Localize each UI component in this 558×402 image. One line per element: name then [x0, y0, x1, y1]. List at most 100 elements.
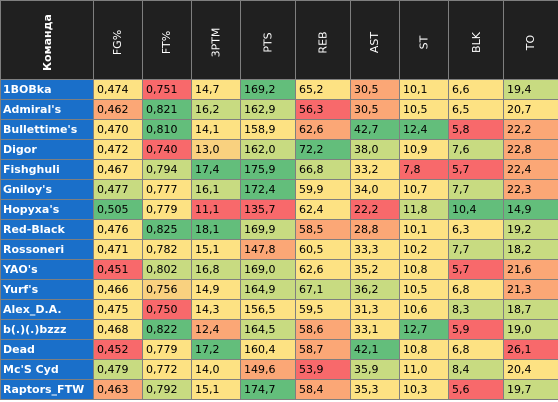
team-cell[interactable]: Digor	[0, 139, 94, 160]
value-cell[interactable]: 0,452	[93, 339, 143, 360]
value-cell[interactable]: 7,7	[448, 179, 504, 200]
value-cell[interactable]: 31,3	[350, 299, 400, 320]
value-cell[interactable]: 5,7	[448, 159, 504, 180]
value-cell[interactable]: 10,4	[448, 199, 504, 220]
value-cell[interactable]: 35,2	[350, 259, 400, 280]
value-cell[interactable]: 56,3	[295, 99, 351, 120]
value-cell[interactable]: 53,9	[295, 359, 351, 380]
value-cell[interactable]: 20,4	[503, 359, 558, 380]
value-cell[interactable]: 10,7	[399, 179, 449, 200]
value-cell[interactable]: 30,5	[350, 79, 400, 100]
value-cell[interactable]: 33,1	[350, 319, 400, 340]
value-cell[interactable]: 0,772	[142, 359, 192, 380]
header-fg[interactable]: FG%	[93, 0, 143, 80]
value-cell[interactable]: 0,777	[142, 179, 192, 200]
value-cell[interactable]: 0,802	[142, 259, 192, 280]
header-ft[interactable]: FT%	[142, 0, 192, 80]
value-cell[interactable]: 67,1	[295, 279, 351, 300]
header-to[interactable]: TO	[503, 0, 558, 80]
team-cell[interactable]: Dead	[0, 339, 94, 360]
value-cell[interactable]: 7,7	[448, 239, 504, 260]
value-cell[interactable]: 169,9	[240, 219, 296, 240]
value-cell[interactable]: 0,470	[93, 119, 143, 140]
value-cell[interactable]: 62,4	[295, 199, 351, 220]
value-cell[interactable]: 0,468	[93, 319, 143, 340]
value-cell[interactable]: 0,750	[142, 299, 192, 320]
value-cell[interactable]: 16,8	[191, 259, 241, 280]
value-cell[interactable]: 35,3	[350, 379, 400, 400]
value-cell[interactable]: 58,5	[295, 219, 351, 240]
value-cell[interactable]: 12,4	[191, 319, 241, 340]
value-cell[interactable]: 28,8	[350, 219, 400, 240]
value-cell[interactable]: 12,4	[399, 119, 449, 140]
value-cell[interactable]: 17,4	[191, 159, 241, 180]
value-cell[interactable]: 0,467	[93, 159, 143, 180]
value-cell[interactable]: 22,2	[503, 119, 558, 140]
value-cell[interactable]: 149,6	[240, 359, 296, 380]
value-cell[interactable]: 15,1	[191, 239, 241, 260]
value-cell[interactable]: 22,4	[503, 159, 558, 180]
value-cell[interactable]: 0,756	[142, 279, 192, 300]
team-cell[interactable]: Bullettime's	[0, 119, 94, 140]
team-cell[interactable]: Red-Black	[0, 219, 94, 240]
value-cell[interactable]: 16,1	[191, 179, 241, 200]
value-cell[interactable]: 0,463	[93, 379, 143, 400]
value-cell[interactable]: 13,0	[191, 139, 241, 160]
value-cell[interactable]: 16,2	[191, 99, 241, 120]
team-cell[interactable]: Нopyxa's	[0, 199, 94, 220]
value-cell[interactable]: 0,822	[142, 319, 192, 340]
value-cell[interactable]: 42,7	[350, 119, 400, 140]
value-cell[interactable]: 5,6	[448, 379, 504, 400]
value-cell[interactable]: 6,8	[448, 279, 504, 300]
team-cell[interactable]: Admiral's	[0, 99, 94, 120]
value-cell[interactable]: 14,9	[191, 279, 241, 300]
value-cell[interactable]: 33,3	[350, 239, 400, 260]
value-cell[interactable]: 58,7	[295, 339, 351, 360]
value-cell[interactable]: 5,7	[448, 259, 504, 280]
team-cell[interactable]: Gniloy's	[0, 179, 94, 200]
value-cell[interactable]: 0,472	[93, 139, 143, 160]
value-cell[interactable]: 26,1	[503, 339, 558, 360]
value-cell[interactable]: 172,4	[240, 179, 296, 200]
value-cell[interactable]: 42,1	[350, 339, 400, 360]
team-cell[interactable]: Fishghuli	[0, 159, 94, 180]
value-cell[interactable]: 0,477	[93, 179, 143, 200]
value-cell[interactable]: 158,9	[240, 119, 296, 140]
value-cell[interactable]: 0,751	[142, 79, 192, 100]
value-cell[interactable]: 21,3	[503, 279, 558, 300]
value-cell[interactable]: 19,0	[503, 319, 558, 340]
value-cell[interactable]: 10,6	[399, 299, 449, 320]
value-cell[interactable]: 0,825	[142, 219, 192, 240]
value-cell[interactable]: 7,6	[448, 139, 504, 160]
value-cell[interactable]: 162,9	[240, 99, 296, 120]
value-cell[interactable]: 0,475	[93, 299, 143, 320]
value-cell[interactable]: 14,9	[503, 199, 558, 220]
value-cell[interactable]: 15,1	[191, 379, 241, 400]
value-cell[interactable]: 14,3	[191, 299, 241, 320]
header-ast[interactable]: AST	[350, 0, 400, 80]
value-cell[interactable]: 0,810	[142, 119, 192, 140]
team-cell[interactable]: 1BOBka	[0, 79, 94, 100]
value-cell[interactable]: 0,476	[93, 219, 143, 240]
header-st[interactable]: ST	[399, 0, 449, 80]
value-cell[interactable]: 11,1	[191, 199, 241, 220]
value-cell[interactable]: 0,479	[93, 359, 143, 380]
value-cell[interactable]: 169,0	[240, 259, 296, 280]
team-cell[interactable]: Raptors_FTW	[0, 379, 94, 400]
value-cell[interactable]: 6,3	[448, 219, 504, 240]
value-cell[interactable]: 147,8	[240, 239, 296, 260]
value-cell[interactable]: 58,4	[295, 379, 351, 400]
value-cell[interactable]: 6,5	[448, 99, 504, 120]
team-cell[interactable]: Rossoneri	[0, 239, 94, 260]
value-cell[interactable]: 34,0	[350, 179, 400, 200]
value-cell[interactable]: 0,471	[93, 239, 143, 260]
value-cell[interactable]: 11,8	[399, 199, 449, 220]
value-cell[interactable]: 60,5	[295, 239, 351, 260]
value-cell[interactable]: 10,2	[399, 239, 449, 260]
value-cell[interactable]: 6,6	[448, 79, 504, 100]
value-cell[interactable]: 14,0	[191, 359, 241, 380]
value-cell[interactable]: 59,5	[295, 299, 351, 320]
value-cell[interactable]: 0,779	[142, 199, 192, 220]
value-cell[interactable]: 33,2	[350, 159, 400, 180]
value-cell[interactable]: 20,7	[503, 99, 558, 120]
